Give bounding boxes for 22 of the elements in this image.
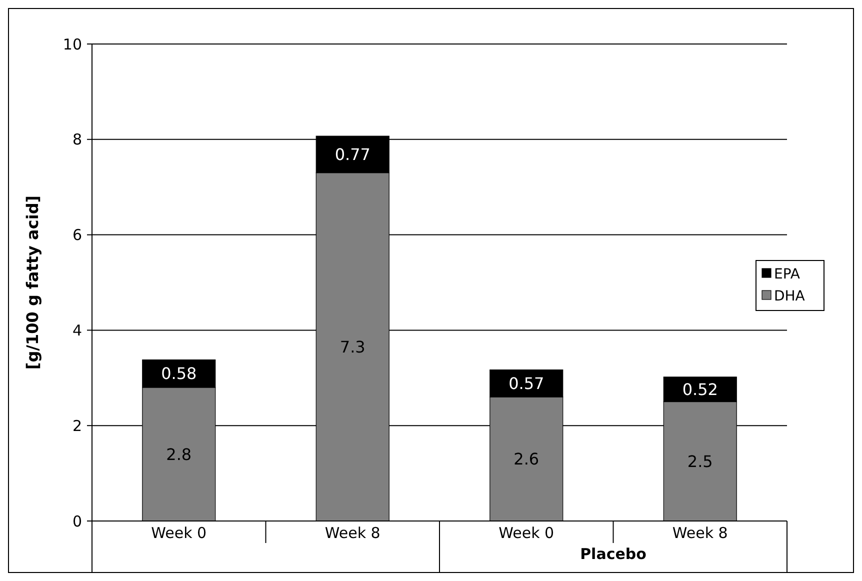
x-tick-label: Week 8 [672,524,728,542]
data-label: 2.6 [514,450,540,469]
data-label: 2.5 [687,452,713,471]
legend-label: DHA [774,288,806,304]
y-axis-title: [g/100 g fatty acid] [23,195,42,370]
y-tick-label: 8 [72,130,82,149]
data-label: 7.3 [340,337,366,356]
y-tick-label: 6 [72,226,82,244]
y-tick-label: 0 [72,512,82,530]
y-tick-label: 10 [62,35,82,54]
x-tick-label: Week 0 [151,524,207,542]
data-label: 2.8 [166,444,192,464]
y-tick-label: 4 [72,321,82,340]
text: Placebo [580,545,646,563]
x-tick-label: Week 8 [324,524,380,542]
data-label: 0.58 [161,364,197,384]
data-label: 0.77 [334,145,370,164]
y-tick-label: 2 [72,416,82,435]
legend-label: EPA [774,266,800,282]
x-tick-label: Week 0 [498,524,554,542]
data-label: 0.57 [508,374,544,393]
data-label: 0.52 [682,380,718,399]
